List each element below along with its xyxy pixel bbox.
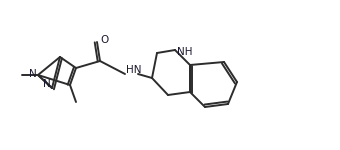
Text: O: O: [100, 35, 108, 45]
Text: NH: NH: [177, 47, 192, 57]
Text: N: N: [29, 69, 37, 79]
Text: HN: HN: [126, 65, 141, 75]
Text: N: N: [43, 79, 51, 89]
